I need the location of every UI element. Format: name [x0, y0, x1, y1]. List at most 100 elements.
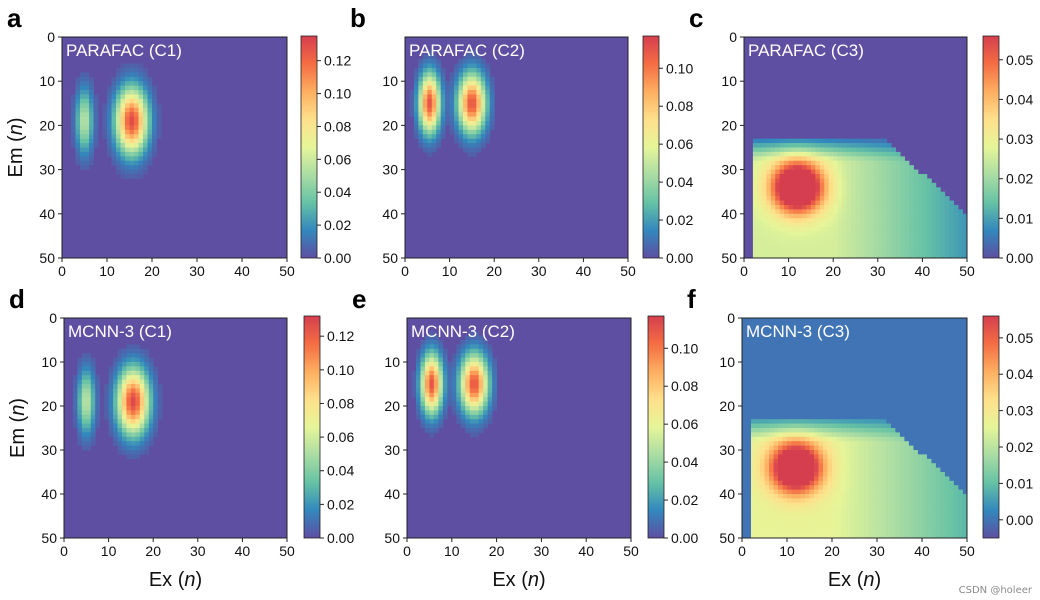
- heatmap-cell: [784, 231, 789, 237]
- heatmap-cell: [442, 353, 448, 358]
- heatmap-cell: [152, 112, 157, 117]
- heatmap-cell: [467, 125, 473, 131]
- heatmap-cell: [130, 419, 136, 424]
- heatmap-cell: [917, 249, 923, 254]
- heatmap-cell: [766, 187, 772, 193]
- heatmap-cell: [877, 529, 882, 534]
- heatmap-cell: [859, 489, 864, 495]
- heatmap-cell: [458, 125, 464, 131]
- heatmap-cell: [438, 423, 444, 429]
- heatmap-cell: [779, 182, 785, 188]
- heatmap-cell: [424, 428, 430, 433]
- heatmap-cell: [451, 397, 457, 402]
- heatmap-cell: [77, 397, 83, 402]
- heatmap-cell: [113, 397, 118, 402]
- heatmap-cell: [427, 54, 433, 60]
- heatmap-cell: [899, 458, 905, 464]
- colorbar-tick-label: 0.00: [327, 530, 354, 546]
- heatmap-cell: [492, 366, 497, 372]
- heatmap-cell: [113, 406, 118, 411]
- heatmap-cell: [775, 240, 781, 246]
- heatmap-cell: [868, 187, 874, 193]
- heatmap-cell: [787, 423, 792, 429]
- heatmap-cell: [796, 432, 801, 438]
- heatmap-cell: [111, 125, 117, 131]
- heatmap-cell: [117, 428, 123, 433]
- heatmap-cell: [788, 227, 794, 232]
- heatmap-cell: [917, 231, 923, 237]
- heatmap-cell: [424, 410, 430, 416]
- heatmap-cell: [755, 445, 761, 451]
- heatmap-cell: [868, 191, 874, 197]
- heatmap-cell: [773, 458, 779, 464]
- heatmap-cell: [837, 191, 843, 197]
- heatmap-cell: [877, 520, 882, 526]
- heatmap-cell: [855, 147, 861, 153]
- heatmap-cell: [899, 472, 905, 477]
- heatmap-cell: [111, 76, 117, 82]
- heatmap-cell: [909, 182, 914, 188]
- heatmap-cell: [926, 502, 932, 508]
- heatmap-cell: [433, 348, 439, 354]
- heatmap-cell: [908, 450, 914, 455]
- heatmap-cell: [931, 182, 937, 188]
- heatmap-cell: [90, 410, 96, 416]
- heatmap-cell: [810, 240, 816, 246]
- heatmap-cell: [126, 353, 132, 358]
- heatmap-cell: [773, 507, 779, 512]
- heatmap-cell: [117, 379, 123, 385]
- heatmap-cell: [909, 196, 914, 201]
- heatmap-cell: [895, 489, 900, 495]
- panel-title: PARAFAC (C2): [409, 41, 525, 60]
- heatmap-cell: [791, 445, 797, 451]
- heatmap-cell: [757, 235, 763, 241]
- heatmap-cell: [129, 138, 135, 144]
- heatmap-cell: [926, 253, 932, 259]
- y-tick-label: 50: [39, 250, 55, 266]
- heatmap-cell: [859, 143, 865, 148]
- heatmap-cell: [139, 384, 145, 389]
- heatmap-cell: [836, 494, 842, 499]
- heatmap-cell: [788, 169, 794, 175]
- heatmap-cell: [429, 348, 435, 354]
- heatmap-cell: [113, 375, 118, 380]
- heatmap-cell: [766, 253, 772, 259]
- heatmap-cell: [761, 235, 767, 241]
- heatmap-cell: [751, 450, 756, 455]
- heatmap-cell: [868, 520, 873, 526]
- heatmap-cell: [854, 428, 860, 433]
- heatmap-cell: [489, 125, 495, 131]
- heatmap-cell: [757, 222, 763, 228]
- heatmap-cell: [800, 458, 806, 464]
- heatmap-cell: [931, 244, 937, 250]
- heatmap-cell: [806, 249, 812, 254]
- heatmap-cell: [962, 227, 968, 232]
- heatmap-cell: [935, 213, 941, 219]
- heatmap-cell: [144, 410, 150, 416]
- heatmap-cell: [881, 524, 887, 530]
- heatmap-cell: [828, 174, 834, 179]
- heatmap-cell: [474, 388, 480, 394]
- heatmap-background: [62, 37, 287, 258]
- heatmap-cell: [121, 379, 127, 385]
- heatmap-cell: [116, 107, 121, 113]
- heatmap-cell: [784, 204, 789, 210]
- heatmap-cell: [476, 143, 482, 148]
- heatmap-cell: [819, 191, 825, 197]
- heatmap-cell: [814, 428, 819, 433]
- heatmap-cell: [764, 445, 770, 451]
- heatmap-cell: [940, 222, 946, 228]
- heatmap-cell: [900, 182, 905, 188]
- heatmap-cell: [480, 134, 486, 140]
- heatmap-cell: [458, 134, 464, 140]
- heatmap-cell: [863, 498, 869, 504]
- heatmap-cell: [764, 507, 770, 512]
- heatmap-cell: [418, 85, 424, 91]
- heatmap-cell: [134, 125, 139, 131]
- heatmap-cell: [752, 240, 758, 246]
- heatmap-cell: [89, 120, 94, 126]
- heatmap-cell: [429, 392, 435, 398]
- panel-title: MCNN-3 (C3): [746, 322, 850, 341]
- heatmap-cell: [881, 454, 887, 460]
- heatmap-cell: [864, 174, 870, 179]
